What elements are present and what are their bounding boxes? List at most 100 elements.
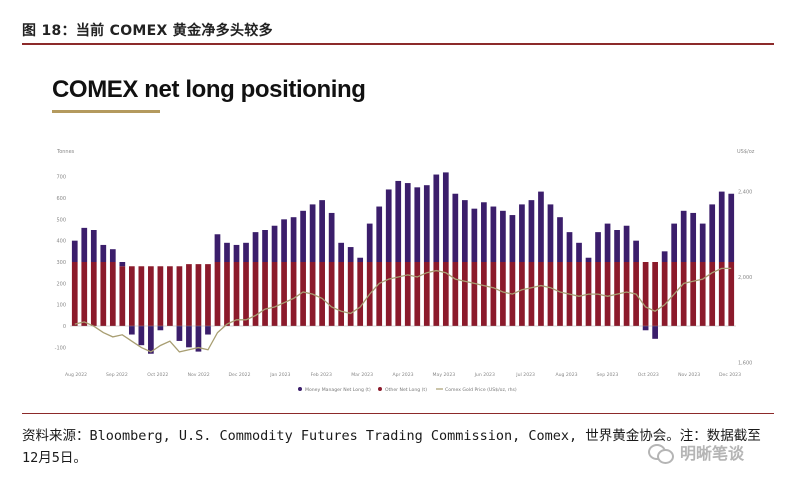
other-net-long-bar (423, 262, 430, 326)
other-net-long-bar (699, 262, 706, 326)
other-net-long-bar (290, 262, 297, 326)
other-net-long-bar (604, 262, 611, 326)
other-net-long-bar (243, 262, 249, 326)
other-net-long-bar (490, 262, 497, 326)
money-manager-bar (186, 326, 192, 348)
y-tick-label: 0 (63, 324, 66, 330)
money-manager-bar (528, 200, 535, 262)
money-manager-bar (642, 326, 649, 331)
money-manager-bar (661, 251, 668, 262)
money-manager-bar (128, 326, 135, 335)
money-manager-bar (328, 212, 335, 262)
money-manager-bar (71, 240, 78, 262)
other-net-long-bar (718, 262, 725, 326)
other-net-long-bar (661, 262, 668, 326)
legend-label: Other Net Long (t) (385, 387, 427, 393)
other-net-long-bar (81, 262, 88, 326)
money-manager-bar (585, 257, 592, 262)
money-manager-bar (157, 326, 164, 331)
money-manager-bar (500, 210, 506, 262)
money-manager-bar (81, 227, 88, 262)
other-net-long-bar (528, 262, 535, 326)
other-net-long-bar (300, 262, 306, 326)
net-long-chart: Tonnes US$/oz -100 0 100 200 300 400 500 600 700 1,… (55, 149, 755, 393)
money-manager-bar (442, 172, 449, 262)
x-tick-label: Feb 2023 (311, 372, 332, 378)
money-manager-bar (90, 230, 97, 262)
other-net-long-bar (157, 266, 164, 326)
money-manager-bar (243, 242, 249, 262)
other-net-long-bar (167, 266, 173, 326)
money-manager-bar (395, 180, 402, 262)
other-net-long-bar (404, 262, 411, 326)
money-manager-bar (100, 244, 107, 262)
y2-tick-label: 2,000 (738, 275, 752, 281)
money-manager-bar (566, 232, 573, 262)
other-net-long-bar (214, 262, 221, 326)
x-tick-label: Sep 2023 (596, 372, 618, 378)
money-manager-bar (366, 223, 373, 262)
other-net-long-bar (233, 262, 240, 326)
money-manager-bar (300, 210, 306, 262)
figure-caption: 图 18：当前 COMEX 黄金净多头较多 (22, 23, 273, 39)
money-manager-bar (604, 223, 611, 262)
money-manager-bar (414, 187, 421, 262)
other-net-long-bar (357, 262, 364, 326)
other-net-long-bar (690, 262, 697, 326)
other-net-long-bar (347, 262, 354, 326)
x-tick-label: Oct 2023 (638, 372, 659, 378)
money-manager-bar (538, 191, 544, 262)
y-tick-label: 400 (56, 239, 66, 245)
money-manager-bar (404, 183, 411, 262)
other-net-long-bar (319, 262, 325, 326)
watermark-text: 明晰笔谈 (680, 444, 745, 463)
money-manager-bar (718, 191, 725, 262)
other-net-long-bar (414, 262, 421, 326)
money-manager-bar (252, 232, 259, 262)
other-net-long-bar (100, 262, 107, 326)
other-net-long-bar (442, 262, 449, 326)
money-manager-bar (671, 223, 678, 262)
money-manager-bar (547, 204, 554, 262)
other-net-long-bar (205, 264, 211, 326)
money-manager-bar (461, 200, 468, 262)
top-divider (22, 43, 774, 45)
money-manager-bar (309, 204, 316, 262)
x-tick-label: Aug 2022 (65, 372, 87, 378)
x-tick-label: Oct 2022 (147, 372, 168, 378)
money-manager-bar (509, 215, 516, 262)
other-net-long-bar (538, 262, 544, 326)
money-manager-bar (433, 174, 440, 262)
money-manager-bar (519, 204, 525, 262)
money-manager-bar (262, 230, 268, 262)
money-manager-bar (452, 193, 459, 262)
other-net-long-bar (271, 262, 278, 326)
other-net-long-bar (519, 262, 525, 326)
money-manager-bar (423, 185, 430, 262)
other-net-long-bar (224, 262, 230, 326)
other-net-long-bar (728, 262, 735, 326)
other-net-long-bar (652, 262, 658, 326)
other-net-long-bar (481, 262, 487, 326)
legend-label: Comex Gold Price (US$/oz, rhs) (445, 387, 517, 393)
x-tick-label: Aug 2023 (555, 372, 577, 378)
x-tick-label: Jul 2023 (515, 372, 535, 378)
x-tick-label: May 2023 (433, 372, 456, 378)
other-net-long-bar (281, 262, 287, 326)
money-manager-bar (728, 193, 735, 262)
x-tick-label: Jan 2023 (269, 372, 290, 378)
y-tick-label: 100 (56, 303, 66, 309)
y-tick-label: 500 (56, 217, 66, 223)
other-net-long-bar (148, 266, 154, 326)
y-axis-unit: Tonnes (56, 149, 75, 155)
source-note: 资料来源：Bloomberg, U.S. Commodity Futures T… (22, 428, 761, 466)
money-manager-bar (195, 326, 202, 352)
other-net-long-bar (186, 264, 192, 326)
other-net-long-bar (119, 266, 126, 326)
x-tick-label: Dec 2023 (719, 372, 741, 378)
x-tick-label: Mar 2023 (351, 372, 373, 378)
other-net-long-bar (680, 262, 687, 326)
y2-tick-label: 2,400 (738, 189, 752, 195)
title-underline (52, 110, 160, 113)
money-manager-bar (690, 212, 697, 262)
